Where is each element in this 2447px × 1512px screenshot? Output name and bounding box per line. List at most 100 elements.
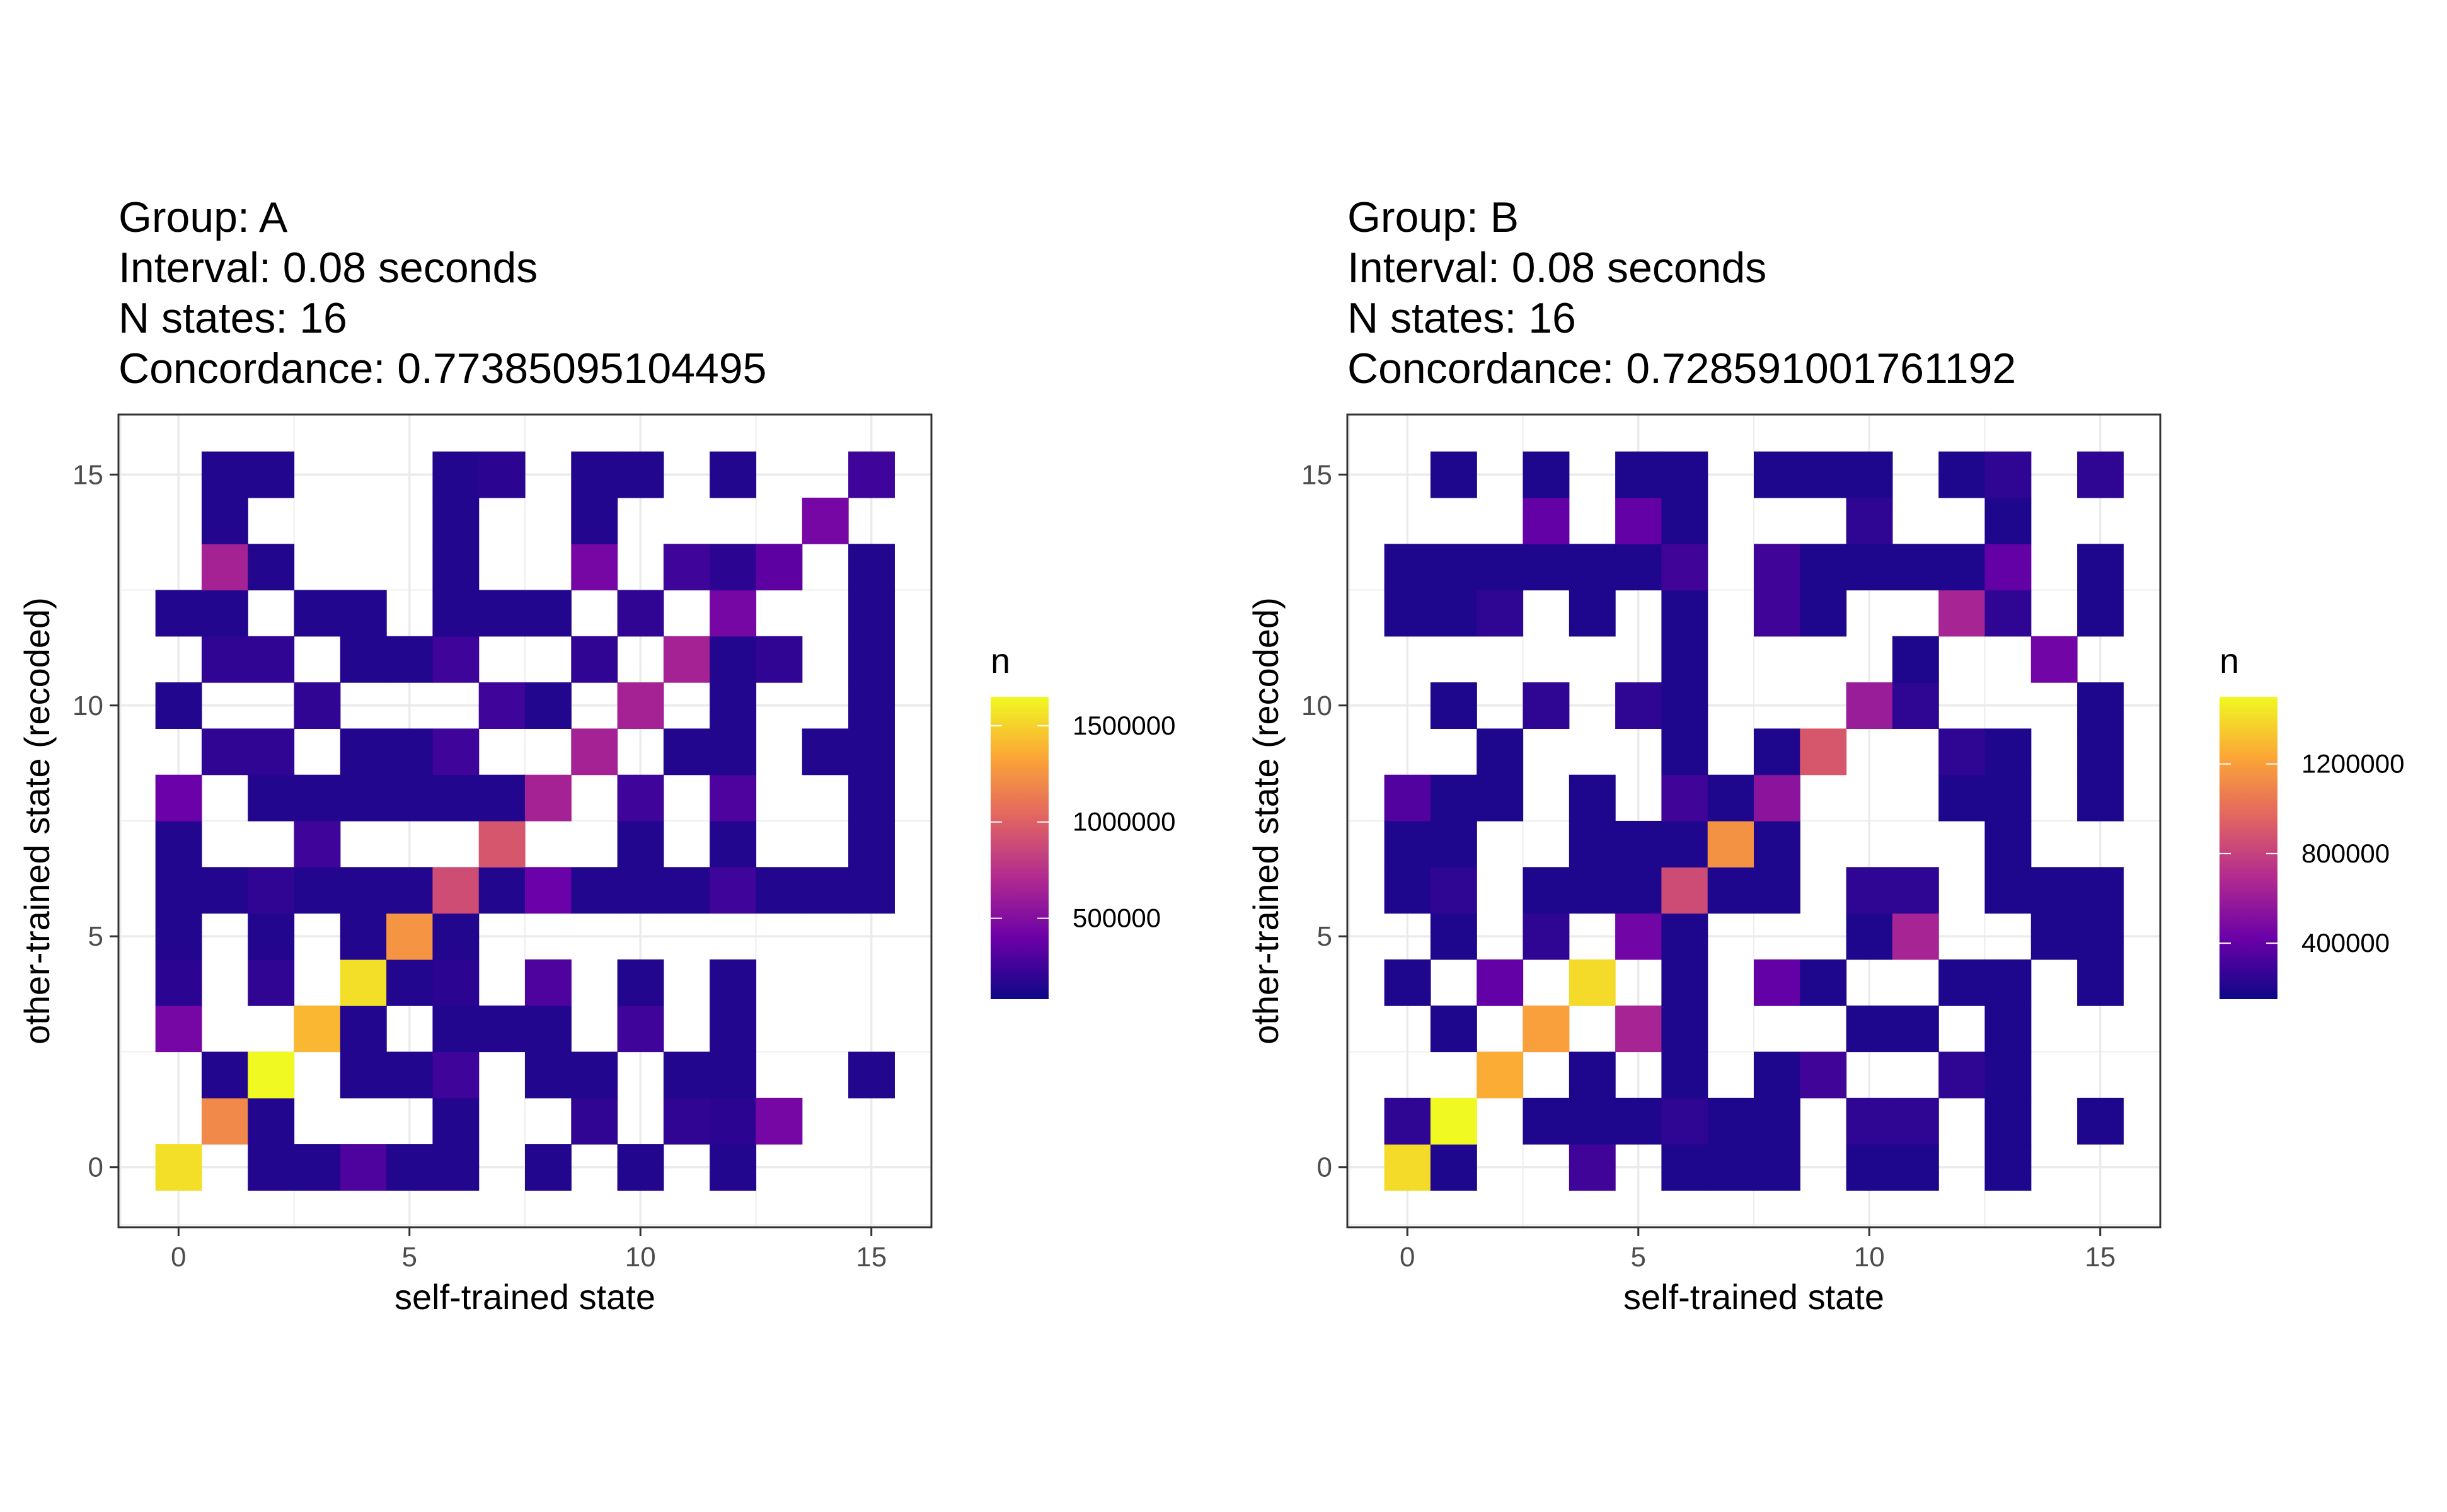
chart-b-x-tick-label: 15	[2085, 1242, 2116, 1273]
heatmap-cell	[1477, 1051, 1524, 1099]
heatmap-cell	[294, 1005, 341, 1053]
heatmap-cell	[1892, 913, 1939, 960]
chart-b-legend: n 1200000 800000 400000	[2220, 641, 2405, 999]
heatmap-cell	[1384, 867, 1431, 914]
heatmap-cell	[1754, 821, 1800, 868]
heatmap-cell	[201, 544, 248, 591]
heatmap-cell	[1707, 821, 1754, 868]
heatmap-cell	[525, 867, 572, 914]
heatmap-cell	[1615, 451, 1662, 498]
heatmap-cell	[663, 728, 710, 776]
heatmap-cell	[1707, 867, 1754, 914]
heatmap-cell	[1892, 1097, 1939, 1145]
heatmap-cell	[155, 913, 202, 960]
heatmap-cell	[386, 959, 434, 1006]
heatmap-cell	[1615, 867, 1662, 914]
heatmap-cell	[1892, 1005, 1939, 1053]
heatmap-cell	[1800, 451, 1847, 498]
chart-a-cells	[155, 451, 895, 1191]
heatmap-cell	[756, 636, 803, 683]
chart-b-legend-ticks	[2220, 763, 2277, 944]
heatmap-cell	[2030, 913, 2078, 960]
heatmap-cell	[1477, 774, 1524, 822]
heatmap-cell	[478, 682, 526, 730]
heatmap-cell	[1615, 682, 1662, 730]
heatmap-cell	[1430, 1097, 1477, 1145]
heatmap-cell	[1984, 1051, 2032, 1099]
heatmap-cell	[848, 544, 895, 591]
heatmap-cell	[571, 867, 618, 914]
chart-a-y-tick-label: 10	[72, 690, 103, 721]
heatmap-cell	[617, 821, 664, 868]
heatmap-cell	[201, 1097, 248, 1145]
chart-a-legend-ticks	[991, 724, 1049, 919]
heatmap-cell	[478, 867, 526, 914]
heatmap-cell	[201, 1051, 248, 1099]
chart-b-y-tick-label: 10	[1301, 690, 1332, 721]
heatmap-cell	[1615, 497, 1662, 544]
heatmap-cell	[617, 1144, 664, 1191]
heatmap-cell	[1846, 1144, 1893, 1191]
heatmap-cell	[848, 821, 895, 868]
chart-b-title-line-1: Group: B	[1347, 193, 1519, 241]
heatmap-cell	[1569, 544, 1616, 591]
heatmap-cell	[1984, 959, 2032, 1006]
heatmap-cell	[248, 544, 295, 591]
heatmap-cell	[1523, 913, 1570, 960]
chart-a-title-line-4: Concordance: 0.77385095104495	[118, 345, 766, 392]
heatmap-cell	[1938, 590, 1986, 637]
chart-b-legend-title: n	[2220, 641, 2239, 680]
heatmap-cell	[1846, 544, 1893, 591]
heatmap-cell	[710, 1005, 757, 1053]
heatmap-cell	[1754, 728, 1800, 776]
heatmap-cell	[525, 959, 572, 1006]
chart-a-legend-label: 1500000	[1073, 711, 1176, 740]
heatmap-cell	[525, 1144, 572, 1191]
chart-a-y-tick-label: 5	[88, 921, 103, 952]
heatmap-cell	[710, 959, 757, 1006]
heatmap-cell	[1846, 497, 1893, 544]
heatmap-cell	[432, 590, 480, 637]
heatmap-cell	[1661, 1005, 1708, 1053]
heatmap-cell	[1661, 682, 1708, 730]
heatmap-cell	[1384, 1144, 1431, 1191]
heatmap-cell	[1938, 544, 1986, 591]
heatmap-cell	[294, 774, 341, 822]
heatmap-cell	[340, 1051, 387, 1099]
heatmap-cell	[1661, 774, 1708, 822]
chart-b-x-tick-label: 0	[1400, 1242, 1415, 1273]
heatmap-cell	[571, 451, 618, 498]
heatmap-cell	[248, 867, 295, 914]
chart-a-legend: n 1500000 1000000 500000	[991, 641, 1176, 999]
chart-a-y-axis: 0 5 10 15	[72, 459, 118, 1183]
chart-b-x-axis-title: self-trained state	[1623, 1277, 1884, 1317]
heatmap-cell	[248, 1051, 295, 1099]
heatmap-cell	[571, 728, 618, 776]
heatmap-cell	[1846, 1005, 1893, 1053]
heatmap-cell	[478, 821, 526, 868]
heatmap-cell	[432, 774, 480, 822]
chart-b-x-axis: 0 5 10 15	[1400, 1227, 2116, 1273]
heatmap-cell	[1430, 821, 1477, 868]
heatmap-cell	[1569, 774, 1616, 822]
heatmap-cell	[1661, 497, 1708, 544]
heatmap-cell	[1800, 1051, 1847, 1099]
heatmap-cell	[386, 913, 434, 960]
heatmap-cell	[802, 867, 849, 914]
heatmap-cell	[155, 1005, 202, 1053]
heatmap-cell	[710, 682, 757, 730]
heatmap-cell	[1569, 959, 1616, 1006]
heatmap-cell	[2077, 544, 2124, 591]
heatmap-cell	[155, 1144, 202, 1191]
heatmap-cell	[1800, 728, 1847, 776]
heatmap-cell	[1569, 1051, 1616, 1099]
heatmap-cell	[1846, 867, 1893, 914]
heatmap-cell	[1523, 867, 1570, 914]
heatmap-cell	[710, 821, 757, 868]
heatmap-cell	[2077, 728, 2124, 776]
heatmap-cell	[248, 1144, 295, 1191]
heatmap-cell	[1892, 682, 1939, 730]
heatmap-cell	[201, 867, 248, 914]
heatmap-cell	[201, 497, 248, 544]
heatmap-cell	[340, 913, 387, 960]
